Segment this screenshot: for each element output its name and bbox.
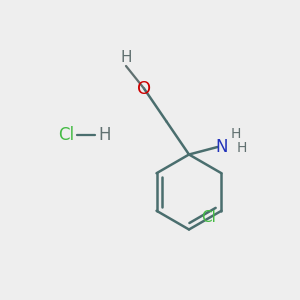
Text: O: O: [137, 80, 151, 98]
Text: H: H: [237, 142, 247, 155]
Text: H: H: [231, 128, 241, 141]
Text: Cl: Cl: [201, 210, 216, 225]
Text: H: H: [120, 50, 132, 65]
Text: Cl: Cl: [58, 126, 74, 144]
Text: H: H: [98, 126, 111, 144]
Text: N: N: [216, 138, 228, 156]
